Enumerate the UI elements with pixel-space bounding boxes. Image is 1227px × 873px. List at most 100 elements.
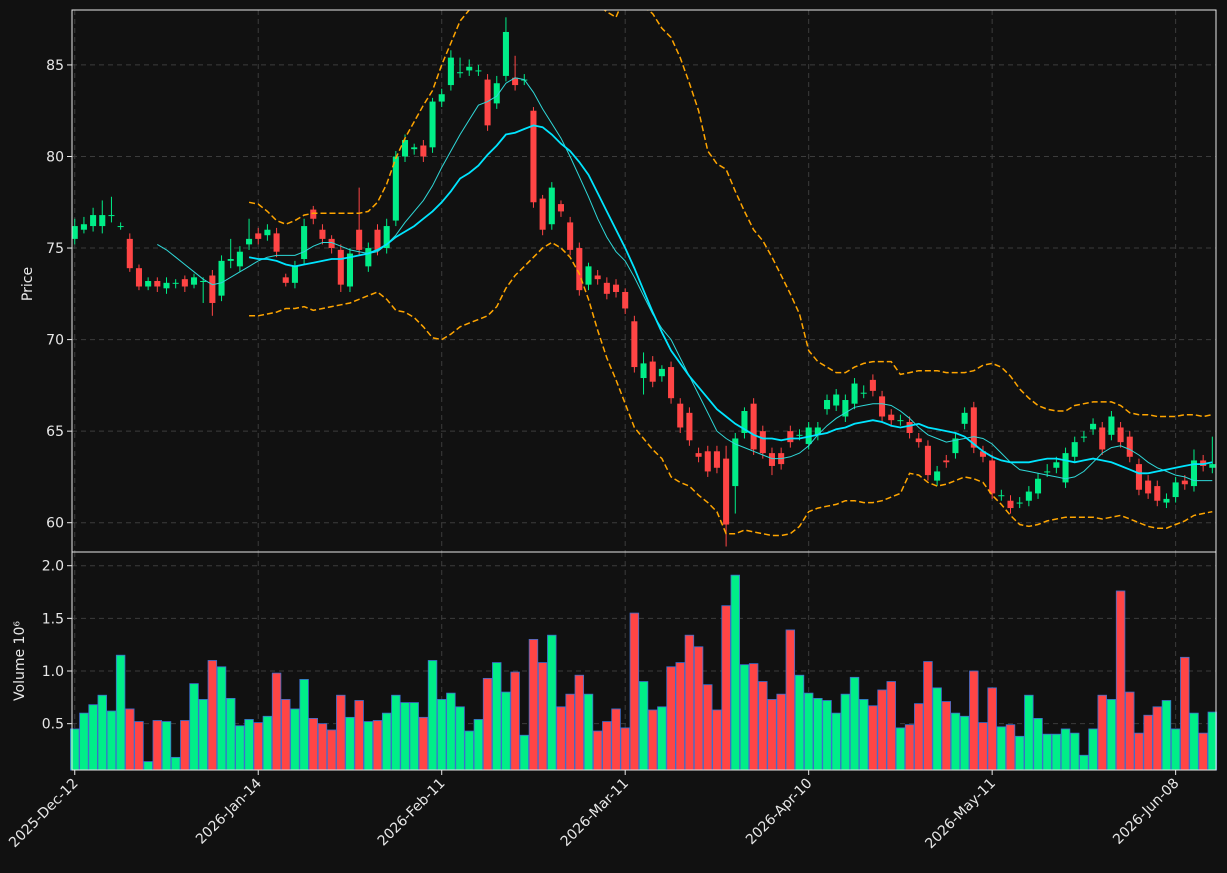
volume-bar xyxy=(767,699,777,771)
candle-body xyxy=(1090,423,1097,430)
candle-body xyxy=(1025,491,1032,501)
y-tick-label: 1.0 xyxy=(42,664,64,680)
volume-bar xyxy=(1079,754,1089,771)
candle-body xyxy=(1062,453,1069,483)
candle-body xyxy=(117,226,124,228)
volume-bar xyxy=(592,730,603,771)
candle-body xyxy=(181,279,188,287)
volume-bar xyxy=(473,719,484,771)
volume-bar xyxy=(629,612,640,771)
candle-body xyxy=(539,198,546,230)
volume-bar xyxy=(565,693,575,771)
candle-body xyxy=(750,403,757,450)
volume-bar xyxy=(427,660,438,771)
volume-bar xyxy=(528,639,539,771)
candle-body xyxy=(594,275,601,280)
candle-body xyxy=(447,57,454,86)
candle-body xyxy=(723,458,730,525)
candle-body xyxy=(759,431,766,454)
volume-bar xyxy=(638,681,649,771)
volume-bar xyxy=(510,671,520,771)
candle-body xyxy=(264,229,271,236)
candle-body xyxy=(154,281,161,287)
candle-body xyxy=(576,248,583,291)
candle-body xyxy=(457,72,464,74)
volume-bar xyxy=(437,699,447,771)
candle-body xyxy=(346,253,354,287)
volume-bar xyxy=(684,634,695,771)
volume-bar xyxy=(721,605,731,771)
volume-bar xyxy=(207,660,218,771)
overlay-line xyxy=(248,10,1213,418)
overlay-line xyxy=(249,241,1213,537)
volume-bar xyxy=(923,661,933,771)
candle-body xyxy=(567,222,574,250)
volume-bar xyxy=(115,654,126,771)
volume-bar xyxy=(391,694,401,771)
volume-bar xyxy=(813,697,823,771)
candle-body xyxy=(282,277,289,283)
overlay-line xyxy=(248,124,1213,475)
candle-body xyxy=(713,451,720,468)
candle-body xyxy=(906,421,913,433)
y-tick-label: 2.0 xyxy=(42,559,64,575)
candle-body xyxy=(172,282,179,284)
volume-bar xyxy=(547,634,557,771)
candle-body xyxy=(961,412,968,424)
volume-bar xyxy=(519,734,529,771)
volume-bar xyxy=(822,700,832,771)
volume-bar xyxy=(492,662,502,771)
volume-bar xyxy=(88,704,98,771)
volume-bar xyxy=(1170,728,1181,771)
candle-body xyxy=(99,215,106,227)
volume-bar xyxy=(482,677,493,771)
candle-body xyxy=(934,471,941,481)
y-tick-label: 70 xyxy=(46,333,64,349)
candle-body xyxy=(668,367,675,399)
candle-body xyxy=(833,394,840,406)
volume-bar xyxy=(748,663,759,771)
volume-bar xyxy=(271,672,282,771)
candle-body xyxy=(1172,482,1179,498)
candle-body xyxy=(328,238,335,249)
volume-bar xyxy=(941,701,951,771)
volume-bar xyxy=(317,723,328,771)
volume-bar xyxy=(648,709,658,771)
volume-bar xyxy=(106,710,117,771)
volume-bar xyxy=(143,761,153,771)
candle-body xyxy=(319,229,326,239)
candle-body xyxy=(145,281,152,287)
volume-bar xyxy=(693,646,704,771)
volume-bar xyxy=(831,712,841,771)
candle-body xyxy=(90,215,97,227)
candle-body xyxy=(970,407,977,448)
candle-body xyxy=(236,251,243,267)
volume-bar xyxy=(886,681,896,771)
volume-bar xyxy=(253,722,263,771)
candle-body xyxy=(989,460,996,494)
candle-body xyxy=(337,249,344,285)
candle-body xyxy=(411,147,418,150)
volume-bar xyxy=(1005,724,1016,771)
candle-body xyxy=(190,277,198,285)
candle-body xyxy=(301,226,308,260)
volume-bar xyxy=(125,708,135,771)
candle-body xyxy=(814,427,821,435)
candle-body xyxy=(677,403,684,428)
candle-body xyxy=(365,248,372,267)
volume-bar xyxy=(418,716,429,771)
candle-body xyxy=(631,321,638,368)
volume-bar xyxy=(1106,699,1117,771)
volume-bar xyxy=(877,689,887,771)
volume-axis-label: Volume 10⁶ xyxy=(12,621,28,701)
candle-body xyxy=(429,101,436,148)
volume-bar xyxy=(574,674,585,771)
candle-body xyxy=(851,383,858,404)
volume-bar xyxy=(1033,717,1043,771)
candle-body xyxy=(943,460,950,463)
candle-body xyxy=(209,275,216,303)
candle-body xyxy=(998,495,1005,497)
candle-body xyxy=(686,412,693,441)
candle-body xyxy=(1016,502,1023,504)
